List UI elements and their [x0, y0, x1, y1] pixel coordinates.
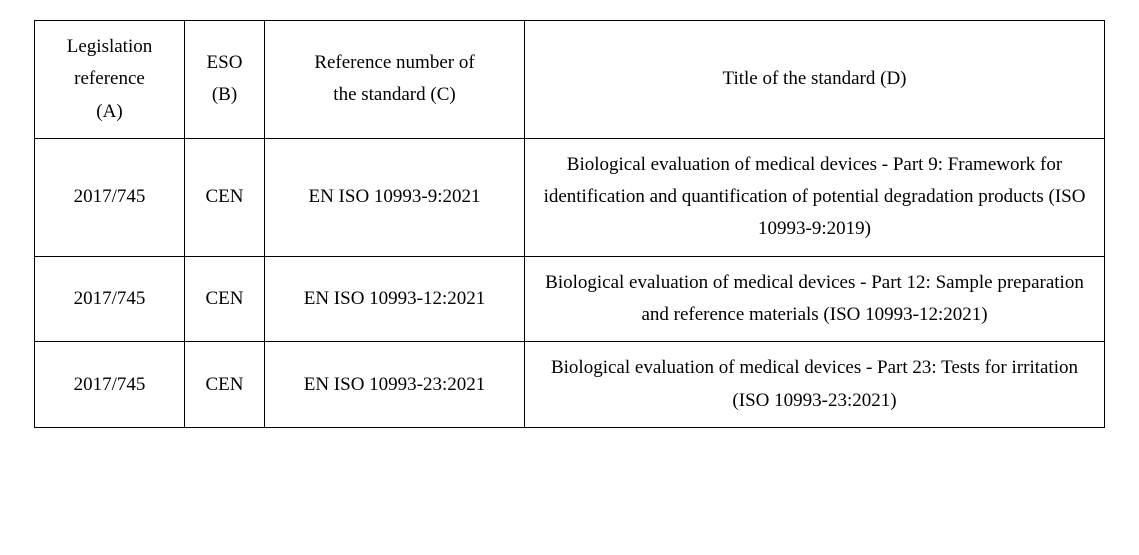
cell-legislation: 2017/745 — [35, 256, 185, 342]
header-line: Legislation — [67, 36, 152, 57]
cell-eso: CEN — [185, 342, 265, 428]
col-header-title: Title of the standard (D) — [525, 21, 1105, 139]
header-line: (B) — [212, 84, 237, 105]
cell-reference: EN ISO 10993-12:2021 — [265, 256, 525, 342]
header-line: ESO — [207, 52, 243, 73]
cell-eso: CEN — [185, 256, 265, 342]
table-row: 2017/745 CEN EN ISO 10993-23:2021 Biolog… — [35, 342, 1105, 428]
header-line: reference — [74, 68, 145, 89]
header-line: (A) — [96, 101, 122, 122]
table-row: 2017/745 CEN EN ISO 10993-9:2021 Biologi… — [35, 138, 1105, 256]
cell-legislation: 2017/745 — [35, 342, 185, 428]
table-row: 2017/745 CEN EN ISO 10993-12:2021 Biolog… — [35, 256, 1105, 342]
cell-title: Biological evaluation of medical devices… — [525, 342, 1105, 428]
cell-legislation: 2017/745 — [35, 138, 185, 256]
header-line: Reference number of — [314, 52, 474, 73]
cell-title: Biological evaluation of medical devices… — [525, 256, 1105, 342]
header-line: the standard (C) — [333, 84, 455, 105]
cell-reference: EN ISO 10993-23:2021 — [265, 342, 525, 428]
col-header-eso: ESO (B) — [185, 21, 265, 139]
header-line: Title of the standard (D) — [723, 68, 907, 89]
table-header-row: Legislation reference (A) ESO (B) Refere… — [35, 21, 1105, 139]
col-header-reference: Reference number of the standard (C) — [265, 21, 525, 139]
standards-table: Legislation reference (A) ESO (B) Refere… — [34, 20, 1105, 428]
col-header-legislation: Legislation reference (A) — [35, 21, 185, 139]
cell-title: Biological evaluation of medical devices… — [525, 138, 1105, 256]
cell-reference: EN ISO 10993-9:2021 — [265, 138, 525, 256]
cell-eso: CEN — [185, 138, 265, 256]
